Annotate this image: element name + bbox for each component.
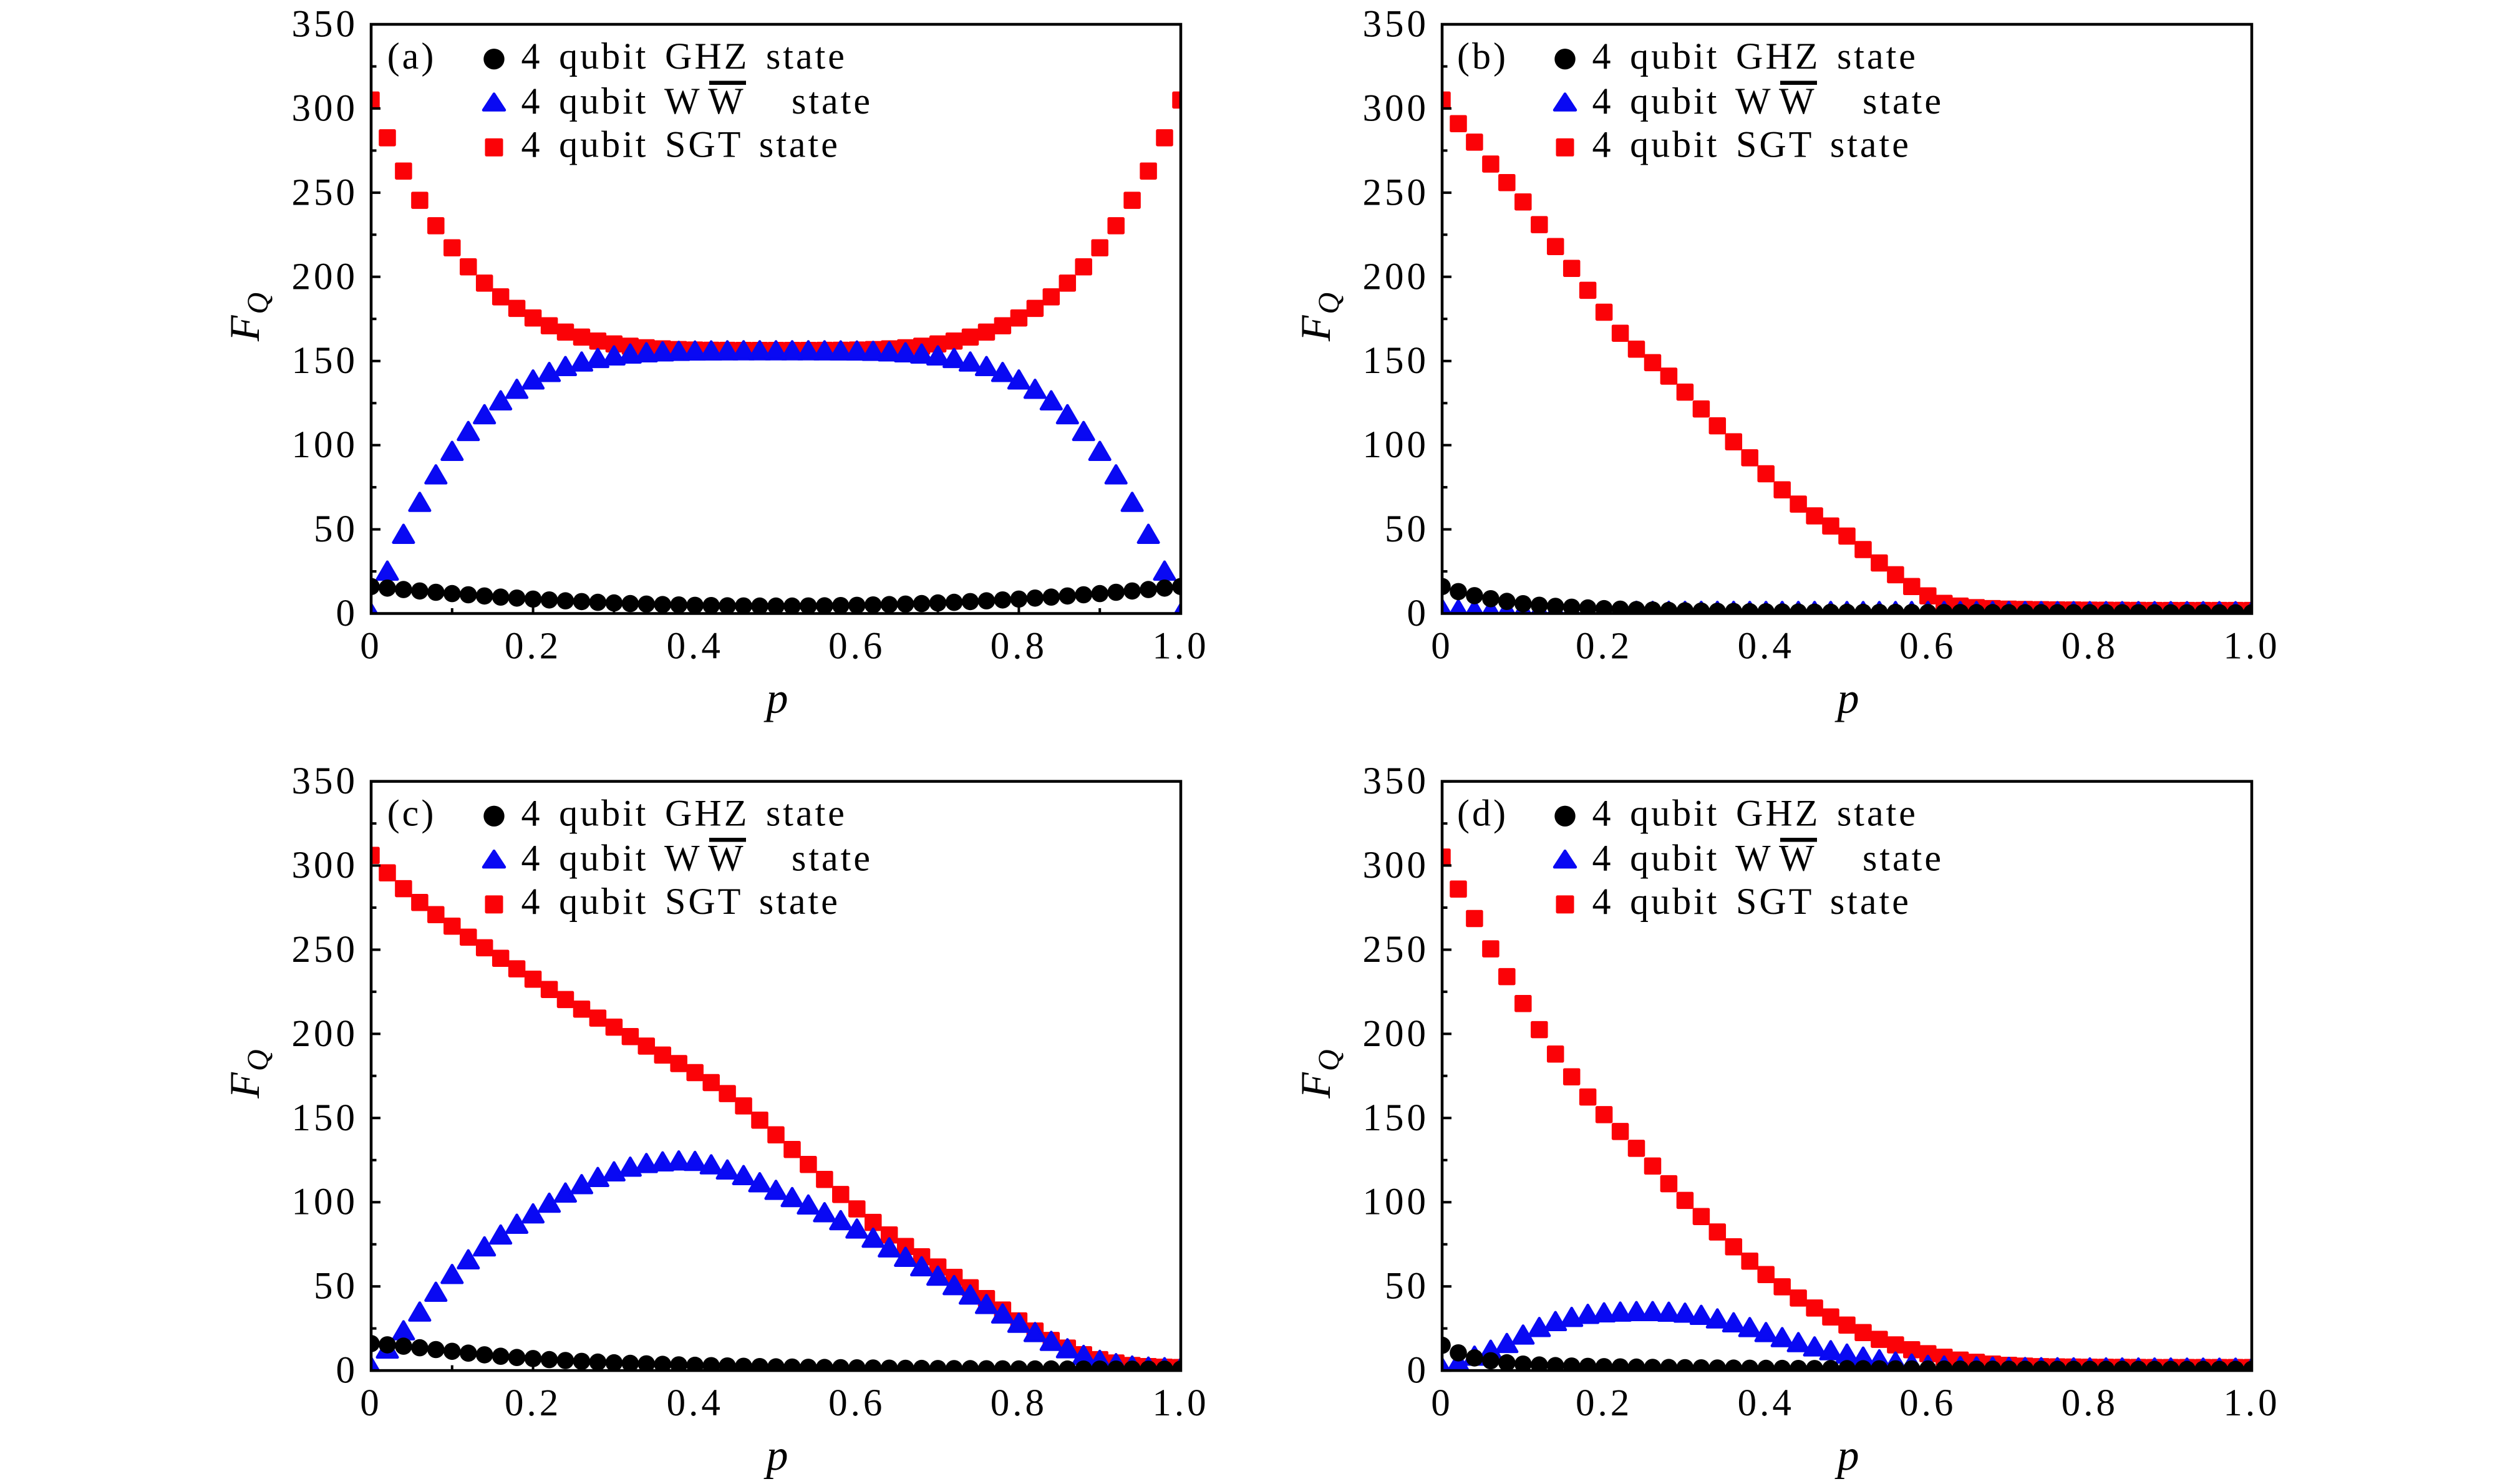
svg-text:0: 0 xyxy=(336,1350,359,1392)
svg-text:(a): (a) xyxy=(387,36,437,77)
svg-text:150: 150 xyxy=(292,1097,359,1139)
svg-text:(c): (c) xyxy=(387,793,437,834)
svg-text:1.0: 1.0 xyxy=(1152,626,1209,667)
svg-text:state: state xyxy=(1863,838,1944,879)
svg-text:4 qubit GHZ state: 4 qubit GHZ state xyxy=(521,792,847,833)
svg-text:4 qubit W: 4 qubit W xyxy=(521,80,702,122)
svg-text:4 qubit GHZ state: 4 qubit GHZ state xyxy=(521,36,847,77)
svg-text:200: 200 xyxy=(1363,256,1430,298)
svg-text:0: 0 xyxy=(1407,593,1430,634)
svg-text:350: 350 xyxy=(292,4,359,46)
svg-text:200: 200 xyxy=(292,1013,359,1055)
svg-text:0: 0 xyxy=(336,593,359,634)
svg-text:0: 0 xyxy=(1431,626,1453,667)
svg-text:(b): (b) xyxy=(1457,36,1508,77)
svg-text:0.4: 0.4 xyxy=(667,1382,724,1424)
svg-text:p: p xyxy=(763,675,788,723)
svg-text:300: 300 xyxy=(292,87,359,129)
svg-text:1.0: 1.0 xyxy=(2223,626,2280,667)
svg-text:50: 50 xyxy=(314,508,358,550)
svg-text:0.8: 0.8 xyxy=(991,1382,1047,1424)
svg-text:100: 100 xyxy=(292,424,359,466)
svg-text:FQ: FQ xyxy=(221,293,274,342)
svg-text:0.4: 0.4 xyxy=(1738,626,1795,667)
svg-text:0.2: 0.2 xyxy=(505,1382,561,1424)
svg-text:state: state xyxy=(792,80,873,122)
svg-text:W: W xyxy=(708,80,746,122)
svg-text:250: 250 xyxy=(1363,929,1430,971)
svg-text:W: W xyxy=(1779,80,1817,122)
svg-text:0.6: 0.6 xyxy=(828,626,885,667)
svg-text:0: 0 xyxy=(1431,1382,1453,1424)
svg-text:0: 0 xyxy=(1407,1350,1430,1392)
svg-text:0: 0 xyxy=(360,626,382,667)
svg-text:4 qubit W: 4 qubit W xyxy=(521,838,702,879)
svg-text:W: W xyxy=(1779,838,1817,879)
svg-text:W: W xyxy=(708,838,746,879)
svg-text:100: 100 xyxy=(1363,1181,1430,1223)
svg-text:4 qubit GHZ state: 4 qubit GHZ state xyxy=(1592,36,1918,77)
svg-text:0.8: 0.8 xyxy=(991,626,1047,667)
svg-text:250: 250 xyxy=(1363,172,1430,213)
svg-text:4 qubit W: 4 qubit W xyxy=(1592,80,1773,122)
svg-text:1.0: 1.0 xyxy=(2223,1382,2280,1424)
svg-text:350: 350 xyxy=(292,760,359,802)
svg-text:0.6: 0.6 xyxy=(1899,626,1956,667)
svg-text:0.2: 0.2 xyxy=(1576,1382,1632,1424)
svg-text:50: 50 xyxy=(314,1266,358,1307)
svg-text:p: p xyxy=(1834,1432,1859,1480)
svg-text:350: 350 xyxy=(1363,760,1430,802)
svg-text:250: 250 xyxy=(292,172,359,213)
svg-text:4 qubit SGT state: 4 qubit SGT state xyxy=(521,124,840,165)
svg-text:0.2: 0.2 xyxy=(505,626,561,667)
svg-text:state: state xyxy=(1863,80,1944,122)
svg-text:0.4: 0.4 xyxy=(667,626,724,667)
svg-text:100: 100 xyxy=(292,1181,359,1223)
svg-text:150: 150 xyxy=(1363,340,1430,382)
svg-text:0.6: 0.6 xyxy=(828,1382,885,1424)
svg-text:p: p xyxy=(1834,675,1859,723)
svg-text:0.2: 0.2 xyxy=(1576,626,1632,667)
svg-text:50: 50 xyxy=(1385,508,1429,550)
svg-text:4 qubit SGT state: 4 qubit SGT state xyxy=(1592,881,1911,922)
svg-text:state: state xyxy=(792,838,873,879)
svg-text:0.8: 0.8 xyxy=(2062,1382,2118,1424)
svg-text:250: 250 xyxy=(292,929,359,971)
svg-text:300: 300 xyxy=(292,845,359,886)
svg-text:50: 50 xyxy=(1385,1266,1429,1307)
svg-text:300: 300 xyxy=(1363,845,1430,886)
svg-text:200: 200 xyxy=(1363,1013,1430,1055)
svg-text:200: 200 xyxy=(292,256,359,298)
svg-text:4 qubit SGT state: 4 qubit SGT state xyxy=(521,881,840,922)
svg-text:(d): (d) xyxy=(1457,793,1508,834)
svg-text:150: 150 xyxy=(292,340,359,382)
svg-text:0.6: 0.6 xyxy=(1899,1382,1956,1424)
svg-text:p: p xyxy=(763,1432,788,1480)
svg-text:4 qubit GHZ state: 4 qubit GHZ state xyxy=(1592,792,1918,833)
svg-text:4 qubit W: 4 qubit W xyxy=(1592,838,1773,879)
svg-text:150: 150 xyxy=(1363,1097,1430,1139)
svg-text:0.4: 0.4 xyxy=(1738,1382,1795,1424)
svg-text:4 qubit SGT state: 4 qubit SGT state xyxy=(1592,124,1911,165)
svg-text:1.0: 1.0 xyxy=(1152,1382,1209,1424)
svg-text:0.8: 0.8 xyxy=(2062,626,2118,667)
svg-text:300: 300 xyxy=(1363,87,1430,129)
svg-text:350: 350 xyxy=(1363,4,1430,46)
svg-text:0: 0 xyxy=(360,1382,382,1424)
svg-text:100: 100 xyxy=(1363,424,1430,466)
